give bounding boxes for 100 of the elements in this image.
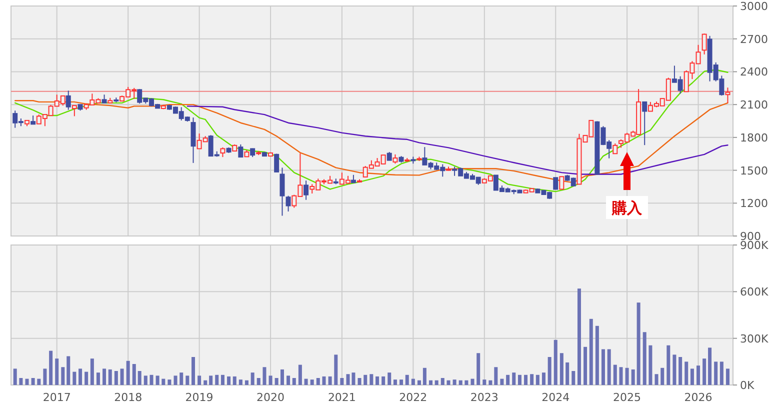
bar [566,362,570,385]
x-tick-label: 2024 [542,391,570,403]
bar [286,376,290,385]
bar [256,378,260,385]
x-tick-label: 2025 [613,391,642,403]
bar [370,374,374,385]
bar [708,348,712,385]
annotation: 購入 [611,199,643,217]
candlestick [280,167,285,216]
candlestick [238,144,244,158]
bar [476,353,480,385]
bar [642,332,646,385]
bar [66,356,70,385]
bar [102,368,106,385]
bar [554,340,558,385]
bar [138,371,142,385]
bar [298,364,302,385]
bar [352,372,356,385]
bar [536,374,540,385]
y-tick-label: 2100 [740,98,768,112]
bar [209,376,213,385]
bar [584,346,588,385]
bar [220,374,224,385]
bar [322,376,326,385]
bar [417,380,421,385]
bar [684,362,688,385]
bar [400,380,404,385]
bar [595,326,599,385]
bar [636,302,640,385]
bar [696,366,700,385]
x-tick-label: 2019 [185,391,214,403]
bar [666,345,670,385]
bar [168,380,172,385]
bar [238,380,242,385]
bar [84,372,88,385]
bar [156,376,160,385]
bar [388,372,392,385]
x-tick-label: 2023 [470,391,498,403]
bar [227,376,231,385]
bar [542,372,546,385]
bar [244,380,248,385]
bar [524,374,528,385]
bar [346,374,350,385]
bar [43,368,47,385]
bar [174,376,178,385]
bar [280,369,284,385]
bar [72,372,76,385]
bar [690,368,694,385]
bar [464,380,468,385]
bar [631,369,635,385]
bar [268,376,272,385]
bar [292,378,296,385]
candlestick [66,90,71,110]
bar [162,378,166,385]
bar [619,367,623,385]
bar [232,376,236,385]
bar [90,358,94,385]
x-tick-label: 2021 [328,391,356,403]
candlestick [304,180,309,200]
bar [180,372,184,385]
x-tick-label: 2018 [114,391,142,403]
bar [358,378,362,385]
bar [13,368,17,385]
y-tick-label: 0K [740,379,755,392]
y-tick-label: 2400 [740,66,768,79]
bar [548,357,552,385]
line-series [14,100,728,184]
y-tick-label: 2700 [740,32,768,46]
bar [114,371,118,385]
y-tick-label: 1800 [740,131,768,144]
bar [215,374,219,385]
bar [31,378,35,385]
candlestick [612,142,618,154]
candlestick [190,116,196,164]
bar [607,349,611,385]
bar [186,376,190,385]
bar [25,378,29,385]
bar [382,376,386,385]
bar [470,378,474,385]
bar [512,372,516,385]
bar [37,378,41,385]
y-tick-label: 300K [740,332,769,346]
y-tick-label: 3000 [740,0,768,13]
bar [577,288,581,385]
bar [488,380,492,385]
candlestick [553,177,558,190]
bar [530,374,534,385]
bar [49,350,53,385]
candlestick [725,87,730,104]
bar [310,380,314,385]
bar [376,376,380,385]
y-tick-label: 1500 [740,164,768,178]
bar [572,371,576,385]
bar [55,358,59,385]
y-tick-label: 1200 [740,197,768,210]
bar [204,380,208,385]
bar [192,357,196,385]
bar [108,369,112,385]
x-tick-label: 2020 [256,391,285,403]
bar [393,380,397,385]
